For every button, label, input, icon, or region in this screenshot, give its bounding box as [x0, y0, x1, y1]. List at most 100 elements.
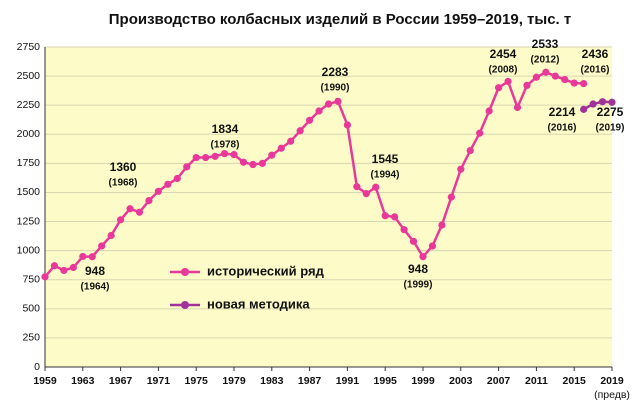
data-point: [400, 226, 408, 234]
annotation-note: (2016): [548, 123, 577, 134]
legend-label: исторический ряд: [207, 263, 325, 278]
data-point: [306, 116, 314, 124]
data-point: [409, 237, 418, 245]
data-point: [98, 242, 106, 250]
annotation-value: 1545: [372, 152, 399, 166]
annotation-value: 2533: [532, 37, 559, 51]
data-point: [249, 160, 257, 169]
x-tick-label: 1967: [109, 375, 133, 387]
annotation-value: 2436: [582, 47, 609, 61]
data-point: [117, 216, 125, 224]
data-point: [580, 79, 588, 88]
x-tick-label: 2003: [449, 375, 473, 387]
data-point: [135, 208, 144, 216]
data-point: [343, 121, 351, 129]
annotation-note: (1964): [81, 282, 110, 293]
chart-title: Производство колбасных изделий в России …: [109, 11, 571, 28]
data-point: [542, 68, 550, 76]
x-tick-label: 2015: [563, 375, 587, 387]
data-point: [79, 252, 87, 261]
data-point: [173, 174, 181, 183]
data-point: [230, 151, 238, 159]
x-tick-label: 2007: [487, 375, 511, 387]
data-point: [551, 72, 559, 80]
data-point: [476, 129, 484, 137]
data-point: [504, 77, 512, 86]
data-point: [561, 75, 569, 84]
data-point: [419, 253, 427, 261]
data-point: [211, 152, 219, 160]
annotation-value: 2275: [597, 105, 624, 119]
legend-marker: [181, 301, 189, 309]
data-point: [239, 158, 248, 166]
y-tick-label: 2000: [17, 128, 41, 140]
series-line: [583, 100, 613, 111]
data-point: [277, 144, 285, 152]
x-tick-label: 1995: [374, 375, 398, 387]
data-point: [513, 103, 522, 112]
annotation-note: (2016): [581, 65, 610, 76]
legend-label: новая методика: [207, 296, 310, 311]
data-point: [495, 84, 503, 92]
data-point: [50, 262, 59, 270]
data-point: [570, 79, 578, 87]
x-tick-label: 1999: [411, 375, 435, 387]
data-point: [580, 105, 588, 113]
data-point: [88, 253, 96, 261]
annotation-note: (1999): [404, 280, 433, 291]
data-point: [353, 183, 361, 191]
data-point: [192, 153, 200, 162]
data-point: [145, 197, 153, 205]
x-tick-label: 1987: [298, 375, 322, 387]
data-point: [428, 242, 437, 250]
annotation-note: (2012): [531, 55, 560, 66]
data-point: [202, 153, 210, 162]
y-tick-label: 1000: [17, 244, 41, 256]
annotation-note: (1990): [321, 83, 350, 94]
data-point: [287, 137, 295, 145]
data-point: [69, 263, 77, 272]
x-tick-label: 2019: [600, 375, 624, 387]
y-tick-label: 250: [22, 332, 40, 344]
x-tick-label: 1963: [71, 375, 95, 387]
data-point: [608, 98, 616, 106]
data-point: [532, 73, 541, 81]
data-point: [220, 149, 229, 158]
data-point: [362, 190, 370, 198]
annotation-note: (1968): [109, 178, 138, 189]
legend-marker: [181, 268, 189, 276]
data-point: [164, 180, 172, 188]
annotation-note: (1978): [211, 140, 240, 151]
data-point: [485, 107, 493, 115]
y-tick-label: 2750: [17, 41, 41, 53]
data-point: [60, 266, 68, 275]
data-point: [466, 146, 474, 155]
annotation-value: 2454: [490, 47, 517, 61]
data-point: [598, 98, 607, 106]
annotation-value: 948: [85, 264, 105, 278]
x-tick-label: 1959: [33, 375, 57, 387]
x-tick-label: 1975: [185, 375, 209, 387]
data-point: [315, 107, 323, 115]
annotation-value: 1834: [212, 122, 239, 136]
y-tick-label: 1500: [17, 186, 41, 198]
data-point: [523, 81, 531, 89]
data-point: [447, 193, 455, 201]
plot-area: [45, 47, 612, 367]
data-point: [126, 205, 134, 213]
y-tick-label: 1750: [17, 157, 41, 169]
data-point: [107, 231, 115, 240]
annotation-value: 1360: [110, 160, 137, 174]
y-tick-label: 0: [34, 361, 40, 373]
y-tick-label: 1250: [17, 215, 41, 227]
data-point: [324, 100, 333, 108]
x-note: (предв): [594, 389, 630, 401]
annotation-note: (2019): [596, 123, 625, 134]
data-point: [258, 159, 266, 167]
x-tick-label: 1983: [260, 375, 284, 387]
y-tick-label: 750: [22, 274, 40, 286]
annotation-value: 2214: [549, 105, 576, 119]
y-tick-label: 500: [22, 303, 40, 315]
y-tick-label: 2250: [17, 99, 41, 111]
